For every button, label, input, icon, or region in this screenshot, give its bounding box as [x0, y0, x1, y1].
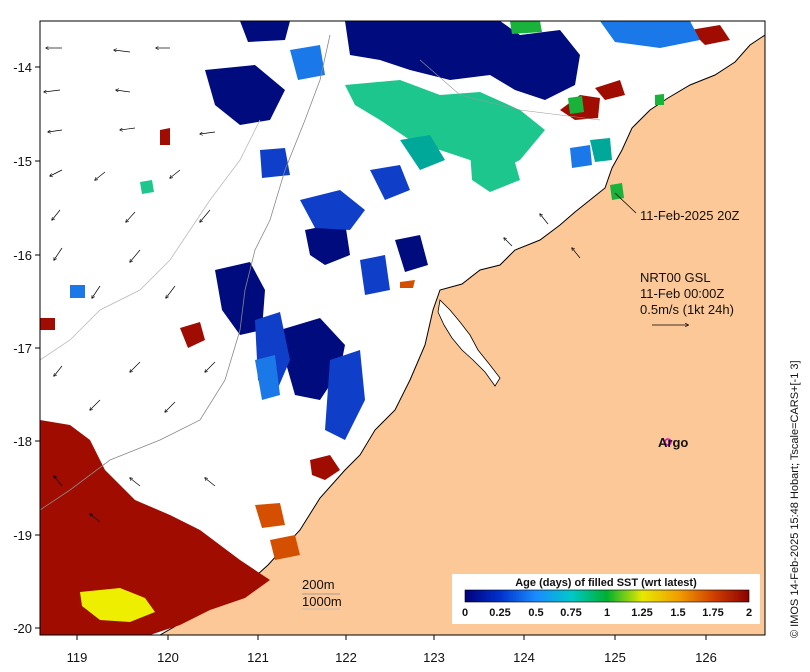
y-tick-label: -18	[13, 434, 32, 449]
colorbar-label: 0.25	[489, 607, 510, 619]
x-axis: 119 120 121 122 123 124 125 126	[67, 635, 717, 665]
x-tick-label: 125	[604, 650, 626, 665]
plot-frame	[39, 20, 766, 636]
isobath-1000-label: 1000m	[302, 594, 342, 609]
colorbar-title: Age (days) of filled SST (wrt latest)	[515, 577, 697, 589]
argo-marker	[664, 438, 672, 446]
argo-label: Argo	[658, 435, 688, 450]
sst-light-blue-patches	[70, 21, 700, 400]
colorbar-label: 2	[746, 607, 752, 619]
colorbar-label: 0	[462, 607, 468, 619]
colorbar-label: 0.5	[528, 607, 543, 619]
sst-teal-dark-patches	[400, 135, 612, 170]
colorbar-label: 1.75	[702, 607, 723, 619]
y-tick-label: -19	[13, 528, 32, 543]
colorbar: Age (days) of filled SST (wrt latest) 0 …	[452, 574, 760, 624]
y-tick-label: -16	[13, 248, 32, 263]
isobath-1000m	[40, 119, 261, 361]
isobath-200m	[40, 34, 331, 511]
y-tick-label: -15	[13, 154, 32, 169]
x-tick-label: 120	[157, 650, 179, 665]
sst-green-patches	[510, 21, 664, 200]
isobath-200-label: 200m	[302, 577, 335, 592]
isobath-200m-coast	[419, 59, 601, 121]
current-time-label: 11-Feb 00:00Z	[640, 286, 724, 301]
colorbar-label: 0.75	[560, 607, 581, 619]
inlet-king-sound	[437, 299, 501, 387]
current-source-label: NRT00 GSL	[640, 270, 711, 285]
x-tick-label: 123	[423, 650, 445, 665]
y-tick-label: -17	[13, 341, 32, 356]
colorbar-label: 1.5	[670, 607, 685, 619]
timestamp-label: 11-Feb-2025 20Z	[640, 208, 740, 223]
x-tick-label: 119	[67, 650, 88, 665]
y-axis: -14 -15 -16 -17 -18 -19 -20	[13, 60, 40, 636]
timestamp-leader	[614, 192, 637, 214]
sst-yellow-patch	[80, 588, 155, 622]
y-tick-label: -20	[13, 621, 32, 636]
x-tick-label: 124	[513, 650, 535, 665]
x-tick-label: 121	[247, 650, 269, 665]
current-arrows	[44, 48, 581, 523]
sst-mid-blue-patches	[255, 148, 410, 440]
x-tick-label: 122	[335, 650, 357, 665]
scale-text-label: 0.5m/s (1kt 24h)	[640, 302, 734, 317]
colorbar-gradient	[464, 589, 750, 603]
colorbar-label: 1.25	[631, 607, 652, 619]
sst-orange-patches	[255, 280, 415, 560]
y-tick-label: -14	[13, 60, 32, 75]
colorbar-label: 1	[604, 607, 610, 619]
credit-text: © IMOS 14-Feb-2025 15:48 Hobart; Tscale=…	[789, 360, 801, 638]
x-tick-label: 126	[695, 650, 717, 665]
